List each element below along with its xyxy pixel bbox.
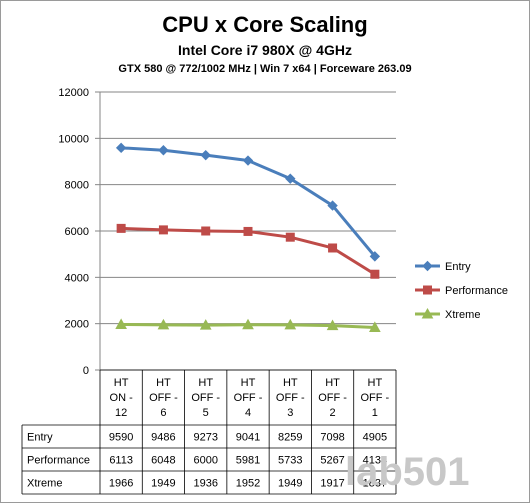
x-category-label: OFF - — [234, 392, 263, 404]
table-cell: 6113 — [109, 455, 133, 467]
data-point — [242, 155, 254, 166]
table-series-name: Xtreme — [27, 478, 62, 490]
data-point — [327, 200, 338, 211]
x-category-label: HT — [198, 377, 213, 389]
legend-label: Performance — [445, 285, 508, 297]
data-point — [201, 226, 211, 236]
legend-marker — [423, 285, 432, 295]
data-point — [369, 321, 381, 332]
data-point — [115, 318, 127, 329]
table-cell: 1917 — [320, 478, 344, 490]
table-series-name: Entry — [27, 432, 53, 444]
x-category-label: HT — [241, 377, 256, 389]
x-category-label: HT — [114, 377, 129, 389]
data-point — [326, 319, 339, 331]
legend-label: Entry — [445, 261, 471, 273]
data-point — [242, 318, 254, 330]
x-category-label: ON - — [110, 392, 134, 404]
y-tick-label: 10000 — [58, 133, 89, 145]
data-point — [370, 269, 380, 279]
data-point — [158, 145, 169, 156]
data-point — [284, 318, 297, 330]
table-cell: 4905 — [363, 432, 387, 444]
table-cell: 6048 — [151, 455, 175, 467]
x-category-label: HT — [325, 377, 340, 389]
x-category-label: OFF - — [149, 392, 178, 404]
x-category-label: 6 — [160, 407, 166, 419]
x-category-label: HT — [368, 377, 383, 389]
data-point — [115, 142, 127, 154]
x-category-label: 1 — [372, 407, 378, 419]
table-cell: 4134 — [363, 455, 387, 467]
data-point — [285, 232, 295, 242]
x-category-label: 3 — [287, 407, 293, 419]
data-point — [158, 225, 168, 235]
table-cell: 7098 — [320, 432, 344, 444]
table-cell: 1966 — [109, 478, 133, 490]
x-category-label: OFF - — [360, 392, 389, 404]
data-point — [243, 226, 253, 236]
data-point — [199, 319, 212, 330]
table-cell: 6000 — [193, 455, 217, 467]
table-cell: 5267 — [320, 455, 344, 467]
table-cell: 1936 — [193, 478, 217, 490]
data-point — [328, 243, 338, 253]
x-category-label: 4 — [245, 407, 251, 419]
x-category-label: OFF - — [191, 392, 220, 404]
legend-label: Xtreme — [445, 309, 480, 321]
data-point — [369, 251, 381, 262]
table-cell: 9486 — [151, 432, 175, 444]
y-tick-label: 2000 — [65, 319, 89, 331]
watermark-logo: lab501 — [345, 450, 470, 494]
x-category-label: 2 — [330, 407, 336, 419]
table-cell: 9590 — [109, 432, 133, 444]
data-point — [200, 149, 211, 161]
legend-marker — [422, 260, 433, 272]
x-category-label: 5 — [203, 407, 209, 419]
table-cell: 1837 — [363, 478, 387, 490]
x-category-label: HT — [283, 377, 298, 389]
chart-title: CPU x Core Scaling — [162, 12, 368, 37]
table-cell: 9041 — [236, 432, 260, 444]
y-tick-label: 4000 — [65, 272, 89, 284]
y-tick-label: 8000 — [65, 180, 89, 192]
table-cell: 5733 — [278, 455, 302, 467]
data-point — [285, 173, 296, 184]
table-cell: 1952 — [236, 478, 260, 490]
table-series-name: Performance — [27, 455, 90, 467]
y-tick-label: 12000 — [58, 87, 89, 99]
table-cell: 9273 — [193, 432, 217, 444]
table-cell: 1949 — [278, 478, 302, 490]
y-tick-label: 0 — [83, 365, 89, 377]
chart-subtitle-2: GTX 580 @ 772/1002 MHz | Win 7 x64 | For… — [118, 63, 412, 75]
x-category-label: 12 — [115, 407, 127, 419]
x-category-label: OFF - — [318, 392, 347, 404]
table-cell: 8259 — [278, 432, 302, 444]
x-category-label: OFF - — [276, 392, 305, 404]
data-point — [157, 318, 170, 330]
table-cell: 5981 — [236, 455, 260, 467]
x-category-label: HT — [156, 377, 171, 389]
table-cell: 1949 — [151, 478, 175, 490]
y-tick-label: 6000 — [65, 226, 89, 238]
chart-subtitle: Intel Core i7 980X @ 4GHz — [178, 42, 352, 58]
data-point — [116, 223, 126, 233]
legend-marker — [421, 307, 434, 319]
